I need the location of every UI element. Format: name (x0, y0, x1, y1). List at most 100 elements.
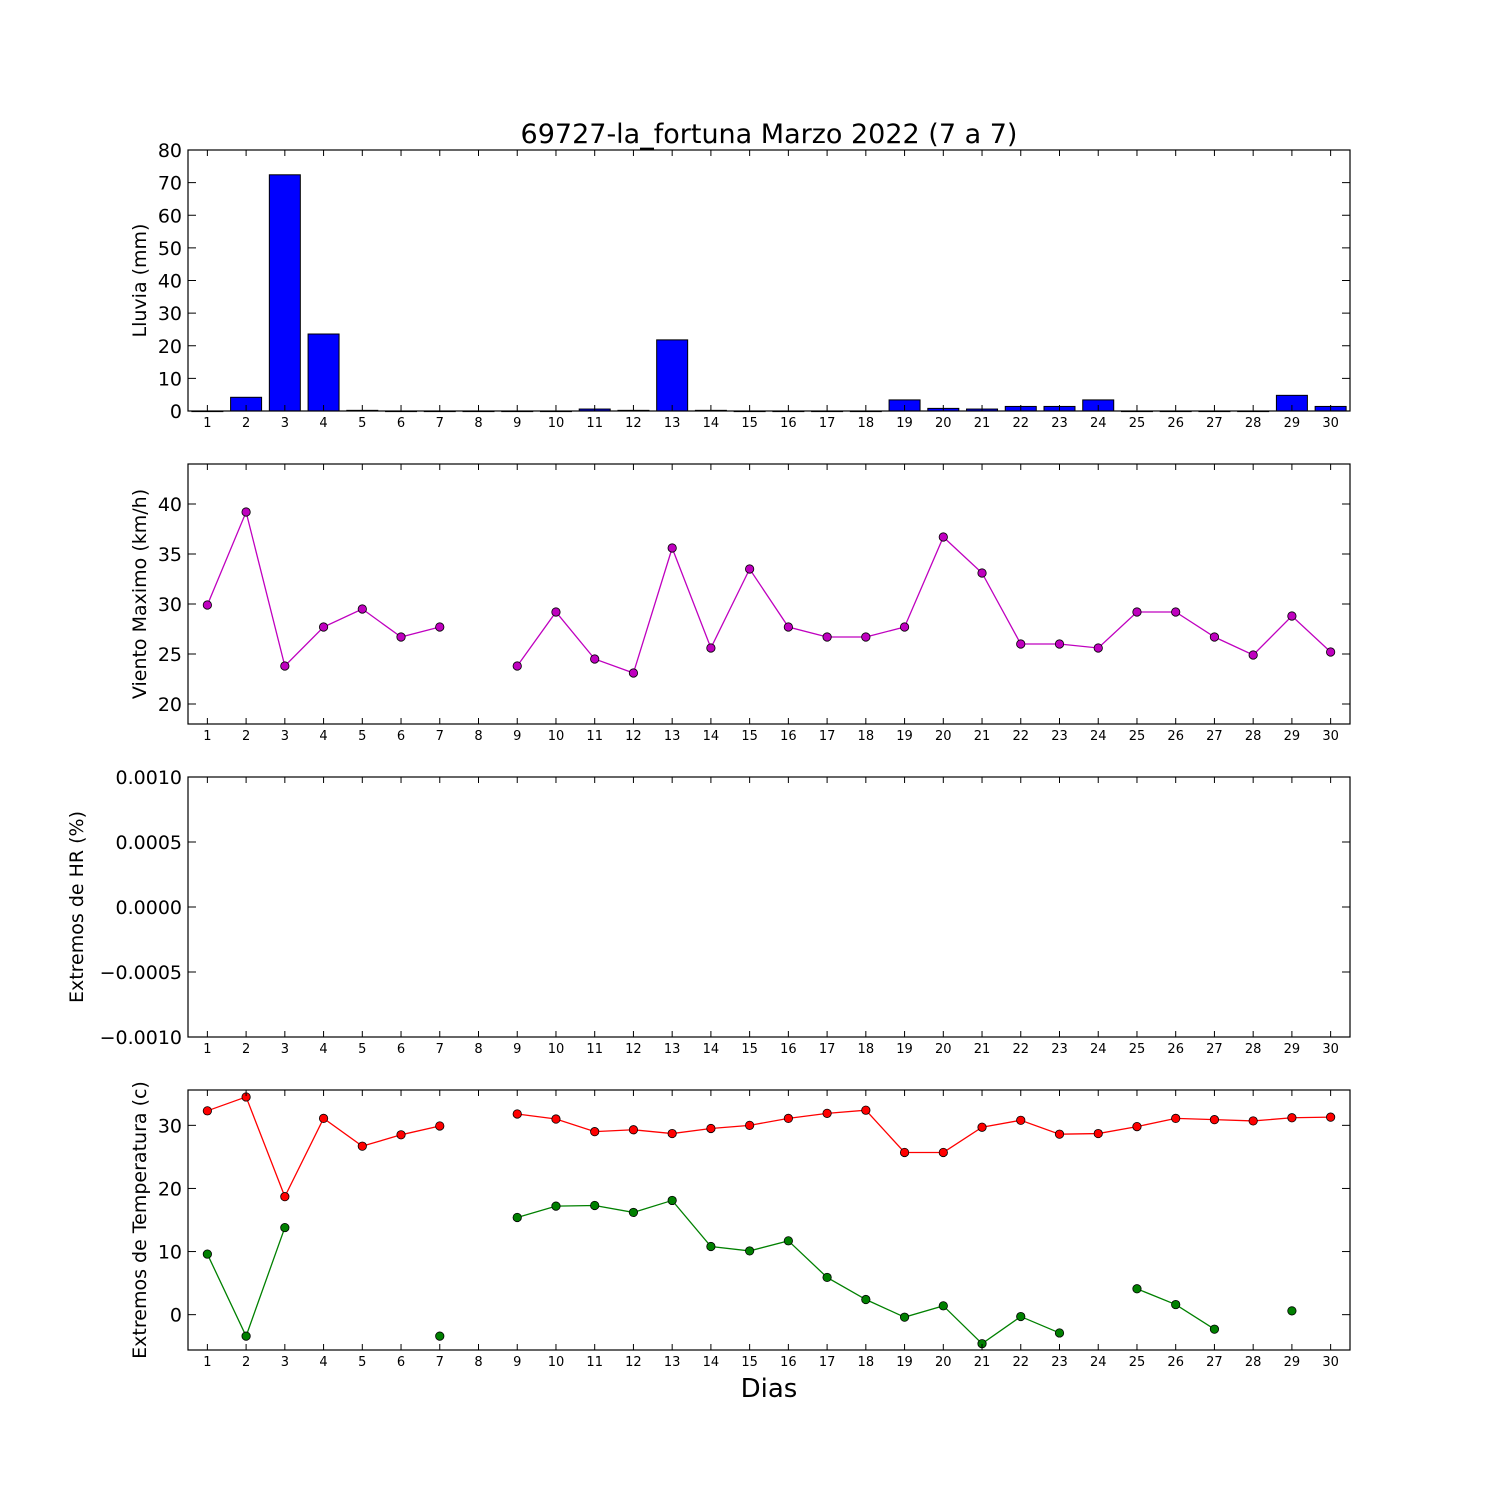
x-tick-label: 3 (281, 729, 289, 744)
data-point (435, 622, 445, 632)
x-tick-label: 3 (281, 1355, 289, 1370)
x-tick-label: 2 (242, 1042, 250, 1057)
data-point (706, 643, 716, 653)
x-tick-label: 15 (741, 416, 758, 431)
data-point (241, 507, 251, 517)
data-point (241, 1331, 251, 1341)
x-tick-label: 13 (664, 1355, 681, 1370)
x-tick-label: 26 (1167, 729, 1184, 744)
x-tick-label: 12 (625, 416, 642, 431)
x-tick-label: 21 (974, 1355, 991, 1370)
x-tick-label: 25 (1129, 729, 1146, 744)
x-tick-label: 2 (242, 1355, 250, 1370)
data-point (938, 1301, 948, 1311)
x-tick-label: 18 (858, 1042, 875, 1057)
y-tick-label: 20 (158, 1178, 182, 1200)
data-point (202, 1249, 212, 1259)
x-tick-label: 3 (281, 416, 289, 431)
x-tick-label: 4 (319, 1355, 327, 1370)
x-tick-label: 24 (1090, 1042, 1107, 1057)
data-point (822, 1108, 832, 1118)
data-point (1171, 1113, 1181, 1123)
data-point (899, 622, 910, 632)
data-point (590, 654, 600, 664)
y-tick-label: 0.0000 (116, 897, 182, 919)
series-line (206, 1227, 286, 1338)
x-tick-label: 27 (1206, 1042, 1223, 1057)
x-tick-label: 9 (513, 1042, 521, 1057)
x-tick-label: 16 (780, 1355, 797, 1370)
y-axis-label: Viento Maximo (km/h) (129, 489, 151, 699)
x-tick-label: 6 (397, 1042, 405, 1057)
x-tick-label: 13 (664, 729, 681, 744)
y-tick-label: −0.0010 (100, 1027, 182, 1049)
x-tick-label: 11 (586, 1042, 603, 1057)
x-tick-label: 25 (1129, 1355, 1146, 1370)
x-tick-label: 5 (358, 729, 366, 744)
data-point (1093, 643, 1103, 653)
data-point (1287, 611, 1297, 621)
bar (656, 339, 689, 412)
bar (268, 174, 301, 412)
data-point (1132, 607, 1142, 617)
x-tick-label: 12 (625, 1355, 642, 1370)
data-point (861, 1294, 871, 1305)
data-point (551, 607, 561, 617)
x-tick-label: 17 (819, 416, 836, 431)
x-tick-label: 24 (1090, 729, 1107, 744)
x-tick-label: 28 (1245, 1042, 1262, 1057)
y-axis-label: Lluvia (mm) (129, 224, 151, 338)
data-point (1132, 1122, 1142, 1132)
axes-frame (187, 463, 1351, 725)
series-line (517, 1109, 1331, 1154)
series-line (517, 1199, 1060, 1345)
x-tick-label: 22 (1012, 729, 1029, 744)
x-tick-label: 19 (896, 729, 913, 744)
x-tick-label: 14 (703, 729, 720, 744)
x-tick-label: 20 (935, 729, 952, 744)
x-tick-label: 10 (548, 1042, 565, 1057)
x-tick-label: 4 (319, 729, 327, 744)
x-tick-label: 8 (474, 1355, 482, 1370)
data-point (396, 632, 406, 642)
x-tick-label: 23 (1051, 729, 1068, 744)
data-point (551, 1201, 561, 1211)
data-point (512, 1212, 522, 1223)
data-point (1248, 650, 1258, 660)
data-point (396, 1130, 406, 1140)
x-tick-label: 7 (436, 729, 444, 744)
data-point (1209, 1324, 1220, 1334)
y-tick-label: 10 (158, 1242, 182, 1264)
data-point (1326, 647, 1336, 657)
x-tick-label: 18 (858, 729, 875, 744)
x-tick-label: 8 (474, 1042, 482, 1057)
data-point (667, 1128, 677, 1139)
x-tick-label: 6 (397, 1355, 405, 1370)
x-tick-label: 15 (741, 729, 758, 744)
y-tick-label: 30 (158, 594, 182, 616)
x-tick-label: 23 (1051, 416, 1068, 431)
x-tick-label: 10 (548, 1355, 565, 1370)
y-tick-label: 25 (158, 644, 182, 666)
data-point (1132, 1284, 1142, 1294)
x-tick-label: 21 (974, 416, 991, 431)
x-tick-label: 17 (819, 1042, 836, 1057)
x-tick-label: 26 (1167, 1042, 1184, 1057)
y-tick-label: 50 (158, 238, 182, 260)
x-tick-label: 15 (741, 1355, 758, 1370)
y-axis-label: Extremos de HR (%) (66, 811, 88, 1003)
x-tick-label: 11 (586, 729, 603, 744)
x-tick-label: 15 (741, 1042, 758, 1057)
x-tick-label: 20 (935, 1355, 952, 1370)
data-point (667, 543, 677, 553)
data-point (938, 1147, 948, 1158)
x-tick-label: 7 (436, 1355, 444, 1370)
series-line (207, 1096, 440, 1199)
axes-frame (187, 1089, 1351, 1351)
x-tick-label: 28 (1245, 416, 1262, 431)
data-point (202, 1106, 212, 1116)
data-point (512, 1109, 522, 1119)
x-tick-label: 9 (513, 729, 521, 744)
x-tick-label: 26 (1167, 1355, 1184, 1370)
